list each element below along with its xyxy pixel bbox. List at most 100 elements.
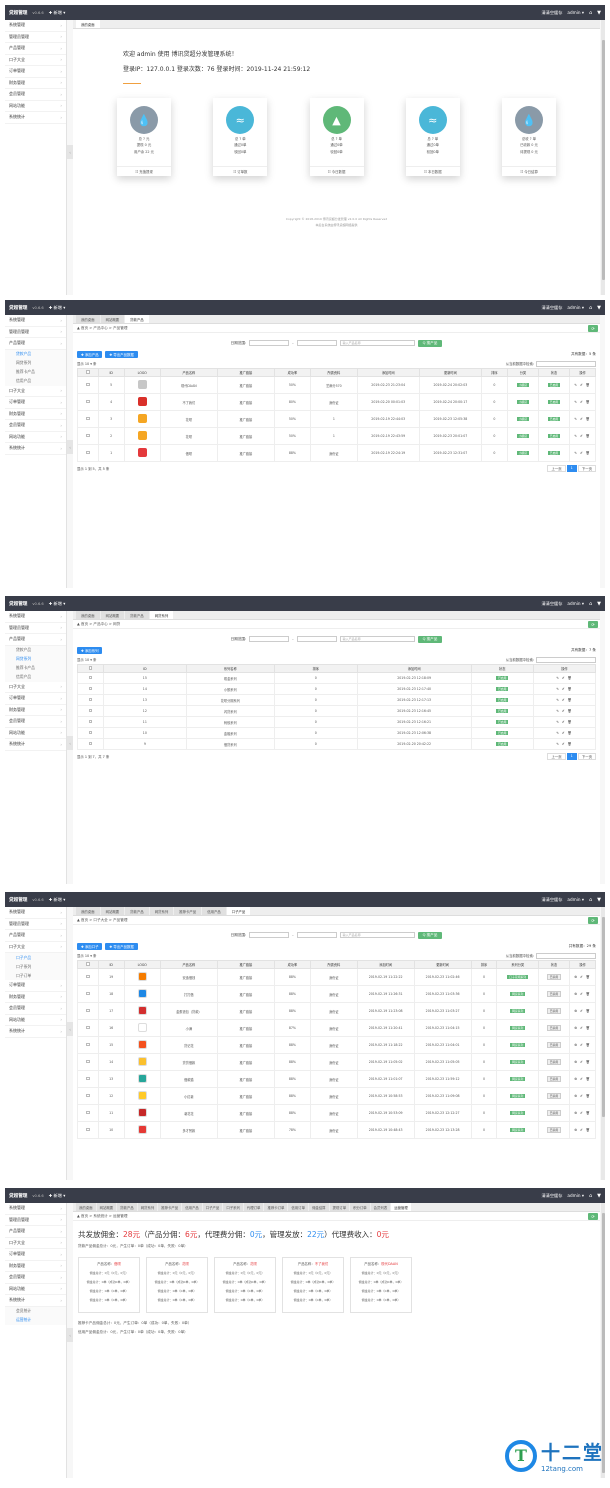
sidebar-subitem[interactable]: 运营统计 [5,1315,66,1325]
sidebar-item[interactable]: 管理员管理 [5,623,66,634]
row-checkbox[interactable] [86,974,90,979]
sidebar-item[interactable]: 系统管理 [5,907,66,919]
sidebar-item[interactable]: 口子大全 [5,1238,66,1249]
sidebar-item[interactable]: 系统管理 [5,20,66,32]
action-icons[interactable]: ⚙ ✐ 🗑 [569,1002,596,1020]
status-badge[interactable]: 已禁用 [546,1042,562,1048]
card-footer[interactable]: ☷ 订单数 [213,166,268,176]
sidebar-item[interactable]: 管理员管理 [5,327,66,338]
clear-cache-link[interactable]: 清清空缓存 [541,896,563,902]
scrollbar[interactable] [601,20,605,295]
sidebar-collapse-handle[interactable]: ‹ [67,736,73,750]
action-icons[interactable]: ✎ ✐ 🗑 [532,683,597,695]
status-badge[interactable]: 已启用 [496,698,509,702]
status-badge[interactable]: 已禁用 [546,1127,562,1133]
action-icons[interactable]: ✎ ✐ 🗑 [569,427,596,445]
sidebar-collapse-handle[interactable]: ‹ [67,1022,73,1036]
status-badge[interactable]: 已启用 [547,451,561,455]
action-icons[interactable]: ⚙ ✐ 🗑 [569,1104,596,1122]
column-header[interactable]: 系列分类 [496,960,539,969]
sidebar-item[interactable]: 订单管理 [5,66,66,78]
sidebar-item[interactable]: 口子大全 [5,386,66,397]
checkbox-cell[interactable] [77,427,99,445]
sidebar-item[interactable]: 系统管理 [5,611,66,623]
tab[interactable]: 会员列表 [370,1203,391,1211]
sidebar-item[interactable]: 管理员管理 [5,1215,66,1226]
link-cell[interactable]: 推广链接 [216,1036,275,1054]
tab[interactable]: 我的桌面 [76,907,100,915]
tab[interactable]: 运营管理 [391,1203,411,1211]
status-badge[interactable]: 已启用 [547,417,561,421]
sidebar-subitem[interactable]: 贷款产品 [5,349,66,359]
tab[interactable]: 信用产品 [182,1203,202,1211]
column-header[interactable]: LOGO [123,368,161,377]
column-header[interactable] [77,664,104,673]
action-icons[interactable]: ⚙ ✐ 🗑 [569,985,596,1003]
sidebar-item[interactable]: 订单管理 [5,693,66,705]
tab[interactable]: 提现订单 [329,1203,350,1211]
checkbox-cell[interactable] [77,1104,99,1122]
row-checkbox[interactable] [88,686,93,691]
table-search-input[interactable] [536,952,596,959]
clear-cache-link[interactable]: 清清空缓存 [541,9,563,15]
home-icon[interactable]: ⌂ [588,304,593,311]
sidebar-item[interactable]: 管理员管理 [5,32,66,43]
row-checkbox[interactable] [86,1093,90,1098]
home-icon[interactable]: ⌂ [588,9,593,16]
search-button[interactable]: Q 搜产品 [417,931,443,939]
sidebar-item[interactable]: 产品管理 [5,1226,66,1238]
sidebar-item[interactable]: 产品管理 [5,634,66,646]
tab[interactable]: 推荐卡产品 [158,1203,182,1211]
new-menu-button[interactable]: ✚ 新增 ▾ [48,896,66,902]
row-checkbox[interactable] [86,416,90,421]
tab[interactable]: 网站概要 [100,611,125,619]
scrollbar[interactable] [601,1203,605,1478]
column-header[interactable]: 成功率 [273,368,312,377]
checkbox-cell[interactable] [77,1087,99,1105]
tab[interactable]: 我的桌面 [76,315,100,323]
sidebar-item[interactable]: 会员管理 [5,420,66,432]
status-badge[interactable]: 已启用 [496,709,509,713]
column-header[interactable]: 排序 [470,960,498,969]
row-checkbox[interactable] [86,1042,90,1047]
column-header[interactable]: 系列名称 [185,664,275,673]
sidebar-item[interactable]: 订单管理 [5,980,66,992]
link-cell[interactable]: 推广链接 [216,444,275,462]
date-end-input[interactable] [296,932,337,938]
row-checkbox[interactable] [86,1127,90,1132]
date-end-input[interactable] [296,636,337,642]
refresh-icon[interactable]: ⟳ [588,325,598,332]
search-button[interactable]: Q 搜产品 [417,635,443,643]
add-loan-button[interactable]: ✚ 添加口子 [77,942,103,950]
tab[interactable]: 信用订单 [288,1203,308,1211]
tab[interactable]: 贷款产品 [125,907,149,915]
select-all-checkbox[interactable] [86,962,90,966]
more-icon[interactable]: ▼ [597,600,601,607]
column-header[interactable]: 操作 [569,960,596,969]
sidebar-item[interactable]: 订单管理 [5,1249,66,1261]
checkbox-cell[interactable] [77,1019,99,1037]
action-icons[interactable]: ✎ ✐ 🗑 [532,738,597,750]
status-badge[interactable]: 已禁用 [546,1093,562,1099]
sidebar-subitem[interactable]: 推荐卡产品 [5,663,66,673]
link-cell[interactable]: 推广链接 [216,427,275,445]
column-header[interactable]: 推广链接 [216,960,275,969]
action-icons[interactable]: ✎ ✐ 🗑 [569,444,596,462]
tab[interactable]: 推荐卡产品 [174,907,202,915]
table-search-input[interactable] [536,360,596,367]
tab[interactable]: 贷款产品 [125,611,149,619]
status-badge[interactable]: 已禁用 [546,1110,562,1116]
sidebar-item[interactable]: 会员管理 [5,1003,66,1015]
row-checkbox[interactable] [86,991,90,996]
sidebar-item[interactable]: 系统统计 [5,112,66,124]
column-header[interactable]: 添加时间 [356,664,472,673]
sidebar-subitem[interactable]: 信用产品 [5,376,66,386]
checkbox-cell[interactable] [77,672,104,684]
link-cell[interactable]: 推广链接 [216,1121,275,1139]
checkbox-cell[interactable] [77,1121,99,1139]
stat-card[interactable]: ≈ 总 ? 单 通过0单 驳回0单 ☷ 订单数 [213,98,268,176]
more-icon[interactable]: ▼ [597,9,601,16]
link-cell[interactable]: 推广链接 [216,1053,275,1071]
tab[interactable]: 网站概要 [100,315,125,323]
row-checkbox[interactable] [86,1110,90,1115]
